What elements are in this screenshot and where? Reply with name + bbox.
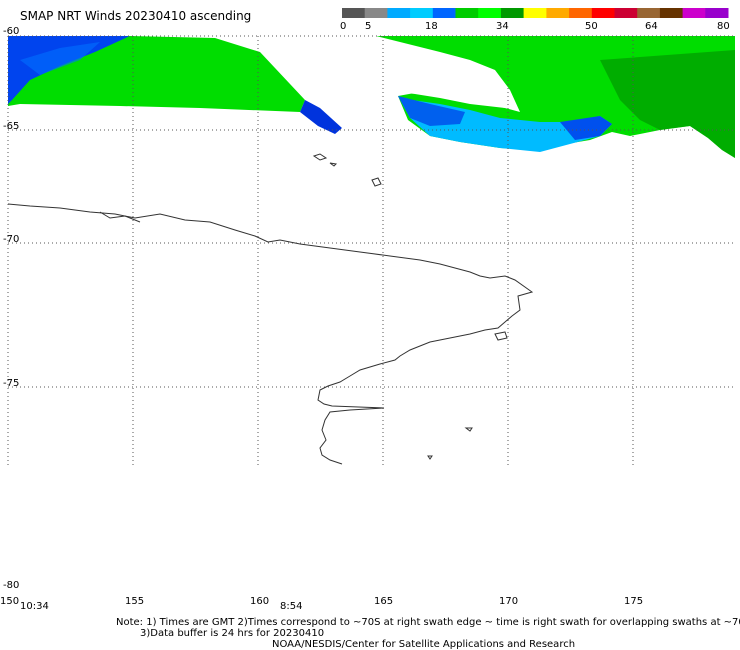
- map-title: SMAP NRT Winds 20230410 ascending: [20, 9, 252, 23]
- colorbar-label-0: 0: [340, 21, 347, 32]
- colorbar-segment: [364, 8, 388, 18]
- colorbar-segment: [410, 8, 434, 18]
- coastline: [7, 153, 534, 465]
- lat-label-60: -60: [3, 26, 20, 37]
- colorbar-segment: [455, 8, 479, 18]
- lon-label-170: 170: [499, 596, 519, 607]
- wind-swath-left: [8, 36, 342, 134]
- lon-label-175: 175: [624, 596, 644, 607]
- colorbar-label-34: 34: [496, 21, 509, 32]
- colorbar: [342, 8, 729, 18]
- note-line-3: NOAA/NESDIS/Center for Satellite Applica…: [272, 639, 576, 650]
- colorbar-label-50: 50: [585, 21, 598, 32]
- lon-label-165: 165: [374, 596, 394, 607]
- time-label-right: 8:54: [280, 601, 303, 612]
- lat-label-70: -70: [3, 234, 20, 245]
- colorbar-segment: [342, 8, 366, 18]
- colorbar-segment: [478, 8, 502, 18]
- wind-swath-right: [376, 36, 735, 158]
- lon-label-150: 150: [0, 596, 20, 607]
- colorbar-segment: [432, 8, 456, 18]
- colorbar-segment: [523, 8, 547, 18]
- colorbar-label-80: 80: [717, 21, 730, 32]
- colorbar-segment: [682, 8, 706, 18]
- lat-label-65: -65: [3, 121, 20, 132]
- lon-label-160: 160: [250, 596, 270, 607]
- colorbar-segment: [546, 8, 570, 18]
- colorbar-segment: [500, 8, 525, 18]
- colorbar-segment: [569, 8, 593, 18]
- colorbar-segment: [705, 8, 729, 18]
- colorbar-segment: [591, 8, 615, 18]
- note-line-2: 3)Data buffer is 24 hrs for 20230410: [140, 628, 325, 639]
- colorbar-segment: [637, 8, 661, 18]
- note-line-1: Note: 1) Times are GMT 2)Times correspon…: [116, 617, 740, 628]
- colorbar-segment: [387, 8, 411, 18]
- time-label-left: 10:34: [20, 601, 49, 612]
- lat-label-80: -80: [3, 580, 20, 591]
- colorbar-segment: [659, 8, 684, 18]
- colorbar-label-64: 64: [645, 21, 658, 32]
- colorbar-segment: [614, 8, 638, 18]
- colorbar-label-5: 5: [365, 21, 372, 32]
- colorbar-label-18: 18: [425, 21, 438, 32]
- lon-label-155: 155: [125, 596, 145, 607]
- lat-label-75: -75: [3, 378, 20, 389]
